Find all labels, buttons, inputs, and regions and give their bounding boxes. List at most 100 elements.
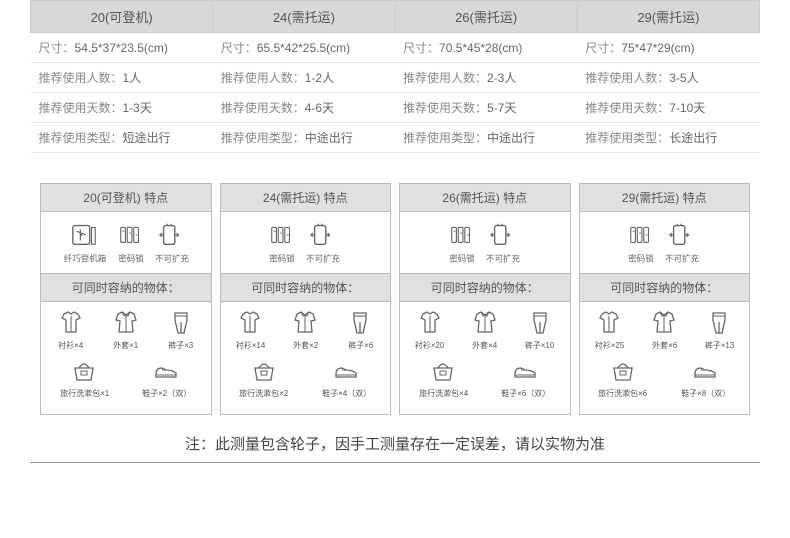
capacity-title: 可同时容纳的物体：	[400, 274, 570, 302]
feature-label: 纤巧登机箱	[64, 251, 107, 264]
feature-item: 不可扩充	[303, 220, 343, 265]
capacity-item: 外套×6	[639, 310, 690, 352]
capacity-item: 旅行洗漱包×4	[404, 358, 483, 400]
capacity-item: 鞋子×8（双）	[666, 358, 745, 400]
jacket-icon	[470, 310, 500, 336]
feature-row: 密码锁不可扩充	[221, 212, 391, 274]
capacity-items: 衬衫×14 外套×2 裤子×6 旅行洗漱包×2 鞋子×4（双）	[221, 302, 391, 414]
capacity-item: 外套×1	[100, 310, 151, 352]
size-header: 29(需托运)	[577, 1, 759, 33]
size-card: 20(可登机) 特点纤巧登机箱密码锁不可扩充可同时容纳的物体：衬衫×4外套×1裤…	[40, 183, 212, 415]
capacity-item: 鞋子×6（双）	[487, 358, 566, 400]
size-card: 26(需托运) 特点密码锁不可扩充可同时容纳的物体： 衬衫×20 外套×4 裤子×10…	[399, 183, 571, 415]
item-label: 裤子×10	[525, 339, 555, 351]
jacket-icon	[111, 310, 141, 336]
spec-cell: 推荐使用人数：1-2人	[213, 63, 395, 93]
feature-label: 不可扩充	[306, 251, 340, 264]
lock-icon	[627, 220, 655, 248]
pants-icon	[704, 310, 734, 336]
spec-cell: 推荐使用类型：长途出行	[577, 123, 759, 153]
jacket-icon	[290, 310, 320, 336]
feature-label: 不可扩充	[665, 251, 699, 264]
pants-icon	[525, 310, 555, 336]
spec-cell: 尺寸：70.5*45*28(cm)	[395, 33, 577, 63]
divider	[30, 462, 760, 463]
capacity-title: 可同时容纳的物体：	[580, 274, 750, 302]
shoe-icon	[691, 358, 721, 384]
plane-icon	[71, 220, 99, 248]
item-label: 裤子×6	[348, 339, 373, 351]
shirt-icon	[594, 310, 624, 336]
shoe-icon	[511, 358, 541, 384]
noexpand-icon	[309, 220, 337, 248]
spec-cell: 尺寸：75*47*29(cm)	[577, 33, 759, 63]
size-header: 20(可登机)	[31, 1, 213, 33]
bag-icon	[249, 358, 279, 384]
capacity-title: 可同时容纳的物体：	[221, 274, 391, 302]
card-title: 24(需托运) 特点	[221, 184, 391, 212]
item-label: 旅行洗漱包×2	[239, 387, 288, 399]
item-label: 衬衫×14	[235, 339, 265, 351]
capacity-item: 衬衫×20	[404, 310, 455, 352]
spec-cell: 推荐使用天数：1-3天	[31, 93, 213, 123]
capacity-item: 外套×2	[280, 310, 331, 352]
capacity-item: 鞋子×4（双）	[307, 358, 386, 400]
card-title: 20(可登机) 特点	[41, 184, 211, 212]
spec-cell: 推荐使用类型：中途出行	[213, 123, 395, 153]
shirt-icon	[56, 310, 86, 336]
capacity-item: 外套×4	[459, 310, 510, 352]
item-label: 鞋子×4（双）	[322, 387, 371, 399]
spec-cell: 推荐使用天数：5-7天	[395, 93, 577, 123]
capacity-item: 衬衫×25	[584, 310, 635, 352]
shirt-icon	[235, 310, 265, 336]
feature-item: 密码锁	[267, 220, 297, 265]
feature-item: 不可扩充	[483, 220, 523, 265]
card-title: 29(需托运) 特点	[580, 184, 750, 212]
lock-icon	[117, 220, 145, 248]
item-label: 外套×6	[652, 339, 677, 351]
feature-cards: 20(可登机) 特点纤巧登机箱密码锁不可扩充可同时容纳的物体：衬衫×4外套×1裤…	[30, 183, 760, 415]
shoe-icon	[332, 358, 362, 384]
spec-cell: 推荐使用人数：2-3人	[395, 63, 577, 93]
capacity-items: 衬衫×25 外套×6 裤子×13 旅行洗漱包×6 鞋子×8（双）	[580, 302, 750, 414]
capacity-item: 裤子×10	[514, 310, 565, 352]
jacket-icon	[649, 310, 679, 336]
card-title: 26(需托运) 特点	[400, 184, 570, 212]
capacity-title: 可同时容纳的物体：	[41, 274, 211, 302]
pants-icon	[166, 310, 196, 336]
capacity-item: 旅行洗漱包×6	[584, 358, 663, 400]
bag-icon	[428, 358, 458, 384]
feature-item: 不可扩充	[152, 220, 192, 265]
spec-cell: 尺寸：54.5*37*23.5(cm)	[31, 33, 213, 63]
spec-cell: 推荐使用人数：1人	[31, 63, 213, 93]
measurement-note: 注：此测量包含轮子，因手工测量存在一定误差，请以实物为准	[0, 415, 790, 462]
feature-label: 密码锁	[629, 251, 655, 264]
feature-item: 纤巧登机箱	[60, 220, 110, 265]
capacity-items: 衬衫×4外套×1裤子×3旅行洗漱包×1鞋子×2（双）	[41, 302, 211, 414]
bag-icon	[69, 358, 99, 384]
spec-cell: 推荐使用类型：中途出行	[395, 123, 577, 153]
item-label: 旅行洗漱包×6	[598, 387, 647, 399]
noexpand-icon	[668, 220, 696, 248]
size-header: 24(需托运)	[213, 1, 395, 33]
spec-cell: 推荐使用人数：3-5人	[577, 63, 759, 93]
size-card: 29(需托运) 特点密码锁不可扩充可同时容纳的物体： 衬衫×25 外套×6 裤子×13…	[579, 183, 751, 415]
item-label: 旅行洗漱包×1	[60, 387, 109, 399]
capacity-item: 旅行洗漱包×2	[225, 358, 304, 400]
feature-row: 密码锁不可扩充	[400, 212, 570, 274]
lock-icon	[268, 220, 296, 248]
spec-cell: 尺寸：65.5*42*25.5(cm)	[213, 33, 395, 63]
feature-label: 密码锁	[118, 251, 144, 264]
item-label: 鞋子×6（双）	[502, 387, 551, 399]
item-label: 外套×1	[113, 339, 138, 351]
feature-row: 纤巧登机箱密码锁不可扩充	[41, 212, 211, 274]
item-label: 旅行洗漱包×4	[419, 387, 468, 399]
item-label: 外套×2	[293, 339, 318, 351]
item-label: 鞋子×8（双）	[681, 387, 730, 399]
item-label: 衬衫×25	[594, 339, 624, 351]
item-label: 衬衫×20	[415, 339, 445, 351]
item-label: 裤子×13	[705, 339, 735, 351]
spec-cell: 推荐使用天数：4-6天	[213, 93, 395, 123]
item-label: 裤子×3	[168, 339, 193, 351]
pants-icon	[345, 310, 375, 336]
